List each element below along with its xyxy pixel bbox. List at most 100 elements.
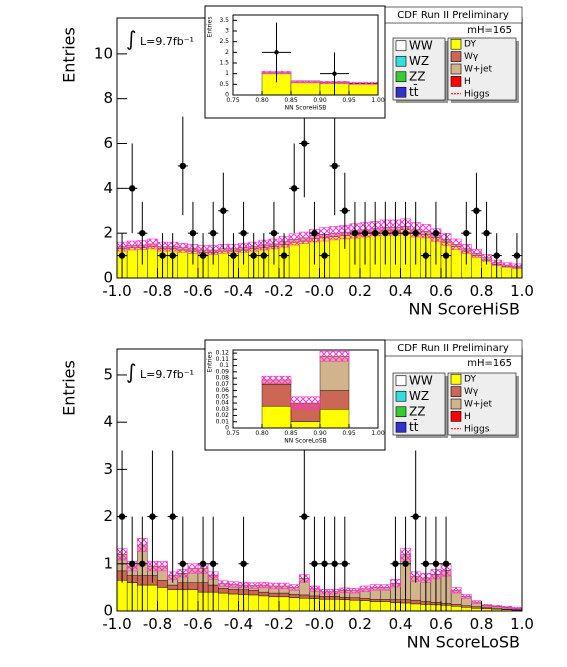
uncertainty-band bbox=[359, 585, 371, 592]
x-tick-label: -0.2 bbox=[264, 615, 293, 633]
stack-segment bbox=[288, 594, 300, 598]
stack-segment bbox=[349, 597, 361, 601]
x-axis-label: NN ScoreLoSB bbox=[407, 633, 520, 652]
uncertainty-band bbox=[329, 226, 341, 241]
data-point bbox=[199, 560, 207, 567]
data-point bbox=[311, 560, 318, 567]
x-tick-label: -0.0 bbox=[305, 615, 334, 633]
data-point bbox=[290, 185, 298, 192]
y-tick-label: 0.5 bbox=[219, 81, 229, 88]
data-point bbox=[301, 140, 308, 147]
inset-y-label: Entries bbox=[207, 352, 214, 373]
legend-label: ZZ bbox=[409, 404, 425, 418]
integral-sign: ∫ bbox=[126, 360, 136, 384]
uncertainty-band bbox=[319, 350, 350, 362]
y-tick-label: 0.1 bbox=[219, 362, 229, 369]
x-tick-label: 1.00 bbox=[371, 430, 385, 437]
y-tick-label: 0.09 bbox=[216, 368, 230, 375]
x-tick-label: 0.85 bbox=[284, 97, 298, 104]
legend-label: Higgs bbox=[464, 424, 490, 434]
data-point bbox=[311, 229, 318, 237]
data-point bbox=[332, 71, 337, 76]
y-tick-label: 5 bbox=[103, 365, 113, 383]
data-point bbox=[473, 207, 480, 214]
mass-label: mH=165 bbox=[467, 358, 512, 369]
data-point bbox=[422, 560, 430, 567]
x-tick-label: 0.8 bbox=[470, 615, 494, 633]
x-tick-label: -0.6 bbox=[183, 615, 212, 633]
uncertainty-band bbox=[501, 605, 513, 609]
x-tick-label: -0.8 bbox=[143, 282, 172, 300]
data-point bbox=[240, 560, 247, 567]
x-tick-label: 0.90 bbox=[313, 97, 327, 104]
legend-label: DY bbox=[464, 40, 476, 50]
stack-segment bbox=[319, 390, 350, 410]
experiment-label: CDF Run II Preliminary bbox=[397, 343, 509, 354]
stack-segment bbox=[167, 584, 178, 590]
data-point bbox=[402, 560, 409, 567]
data-point bbox=[179, 162, 187, 170]
stack-segment bbox=[147, 584, 158, 611]
stack-segment bbox=[461, 607, 472, 611]
x-tick-label: 0.4 bbox=[389, 615, 413, 633]
stack-segment bbox=[228, 589, 239, 595]
inset-x-label: NN ScoreLoSB bbox=[284, 438, 327, 445]
x-axis-label: NN ScoreHiSB bbox=[409, 300, 520, 319]
x-tick-label: -1.0 bbox=[102, 615, 131, 633]
stack-segment bbox=[471, 606, 482, 609]
data-point bbox=[250, 252, 257, 259]
stack-segment bbox=[258, 595, 270, 611]
data-point bbox=[331, 560, 338, 567]
x-tick-label: 0.6 bbox=[429, 282, 453, 300]
stack-segment bbox=[157, 580, 168, 588]
x-tick-label: 0.90 bbox=[313, 430, 327, 437]
data-point bbox=[371, 229, 379, 237]
stack-segment bbox=[369, 598, 381, 602]
legend-label: H bbox=[464, 412, 471, 422]
legend-label: Wγ bbox=[464, 387, 479, 397]
stack-segment bbox=[299, 598, 310, 611]
y-tick-label: 0.06 bbox=[216, 387, 230, 394]
stack-segment bbox=[157, 587, 168, 611]
x-tick-label: 0.4 bbox=[389, 282, 413, 300]
data-point bbox=[412, 513, 419, 520]
uncertainty-band bbox=[288, 584, 300, 591]
stack-segment bbox=[348, 83, 378, 95]
stack-segment bbox=[278, 592, 290, 598]
y-tick-label: 0.12 bbox=[216, 350, 230, 357]
x-tick-label: -0.4 bbox=[224, 282, 253, 300]
x-tick-label: -0.0 bbox=[305, 282, 334, 300]
uncertainty-band bbox=[126, 240, 138, 251]
stack-segment bbox=[359, 598, 371, 601]
stack-segment bbox=[299, 594, 310, 599]
y-tick-label: 3 bbox=[103, 460, 113, 478]
x-tick-label: 0.2 bbox=[348, 282, 372, 300]
experiment-label: CDF Run II Preliminary bbox=[397, 10, 509, 21]
y-tick-label: 0 bbox=[225, 92, 229, 99]
uncertainty-band bbox=[369, 584, 381, 591]
y-tick-label: 4 bbox=[103, 413, 113, 431]
legend-label: W+jet bbox=[464, 400, 492, 410]
stack-segment bbox=[369, 601, 381, 611]
x-tick-label: -0.2 bbox=[264, 282, 293, 300]
uncertainty-band bbox=[501, 262, 513, 268]
uncertainty-band bbox=[290, 80, 321, 84]
data-point bbox=[240, 229, 247, 237]
legend-swatch bbox=[450, 411, 462, 422]
data-point bbox=[402, 229, 409, 237]
uncertainty-band bbox=[157, 561, 168, 572]
y-tick-label: 2 bbox=[225, 49, 229, 56]
legend-swatch bbox=[450, 51, 462, 62]
data-point bbox=[392, 229, 399, 237]
y-tick-label: 0.05 bbox=[216, 393, 230, 400]
legend-label: WW bbox=[409, 373, 433, 387]
stack-segment bbox=[450, 604, 462, 607]
data-point bbox=[351, 229, 359, 237]
y-tick-label: 3 bbox=[225, 28, 229, 35]
stack-segment bbox=[218, 588, 229, 594]
data-point bbox=[280, 252, 288, 259]
x-tick-label: -0.8 bbox=[143, 615, 172, 633]
data-point bbox=[230, 252, 237, 259]
data-point bbox=[128, 560, 136, 567]
